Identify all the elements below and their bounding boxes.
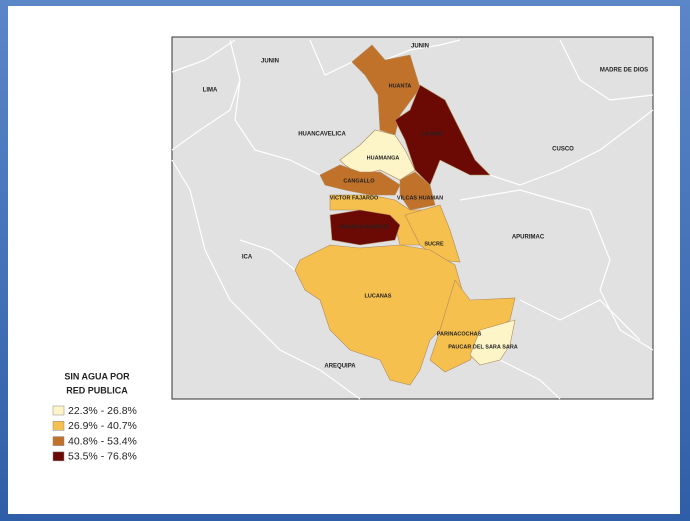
neighbour-label: AREQUIPA — [324, 364, 356, 370]
boundaries — [171, 39, 654, 400]
neighbour-label: HUANCAVELICA — [298, 132, 346, 138]
provinces — [294, 44, 516, 386]
province — [394, 84, 491, 186]
legend-label: 53.5% - 76.8% — [68, 451, 137, 463]
province — [351, 44, 421, 136]
legend-swatch — [52, 451, 65, 462]
province-label: VICTOR FAJARDO — [330, 195, 379, 201]
province — [469, 319, 516, 366]
province — [399, 171, 436, 211]
province-label: HUANCA SANCOS — [340, 224, 389, 230]
province-label: HUANTA — [389, 83, 412, 89]
neighbour-label: APURIMAC — [512, 235, 545, 241]
legend-label: 22.3% - 26.8% — [68, 405, 137, 417]
province — [319, 164, 401, 196]
neighbour-label: LIMA — [203, 88, 218, 94]
legend-label: 26.9% - 40.7% — [68, 420, 137, 432]
province-label: CANGALLO — [343, 178, 375, 184]
legend-swatch — [52, 436, 65, 446]
province-label: VILCAS HUAMAN — [397, 195, 443, 201]
province — [404, 204, 461, 263]
province — [294, 244, 466, 386]
province-label: PAUCAR DEL SARA SARA — [448, 344, 518, 350]
legend-label: 40.8% - 53.4% — [68, 435, 137, 447]
province-label: LA MAR — [421, 131, 442, 137]
legend-swatch — [52, 421, 65, 431]
legend-title: RED PUBLICA — [66, 385, 128, 395]
province-label: HUAMANGA — [367, 155, 400, 161]
province-label: SUCRE — [424, 241, 444, 247]
province — [329, 209, 401, 246]
province-label: PARINACOCHAS — [437, 331, 482, 337]
legend-title: SIN AGUA POR — [64, 371, 130, 381]
neighbour-label: JUNIN — [411, 44, 429, 50]
neighbour-label: JUNIN — [261, 59, 279, 65]
legend: SIN AGUA POR RED PUBLICA 22.3% - 26.8% 26.9… — [52, 371, 137, 463]
neighbour-label: MADRE DE DIOS — [600, 68, 648, 74]
labels: HUANTA LA MAR HUAMANGA CANGALLO VILCAS HUAMA… — [203, 44, 649, 370]
neighbour-label: ICA — [242, 255, 253, 261]
province-label: LUCANAS — [365, 293, 392, 299]
neighbour-label: CUSCO — [552, 147, 574, 153]
legend-swatch — [52, 405, 65, 416]
